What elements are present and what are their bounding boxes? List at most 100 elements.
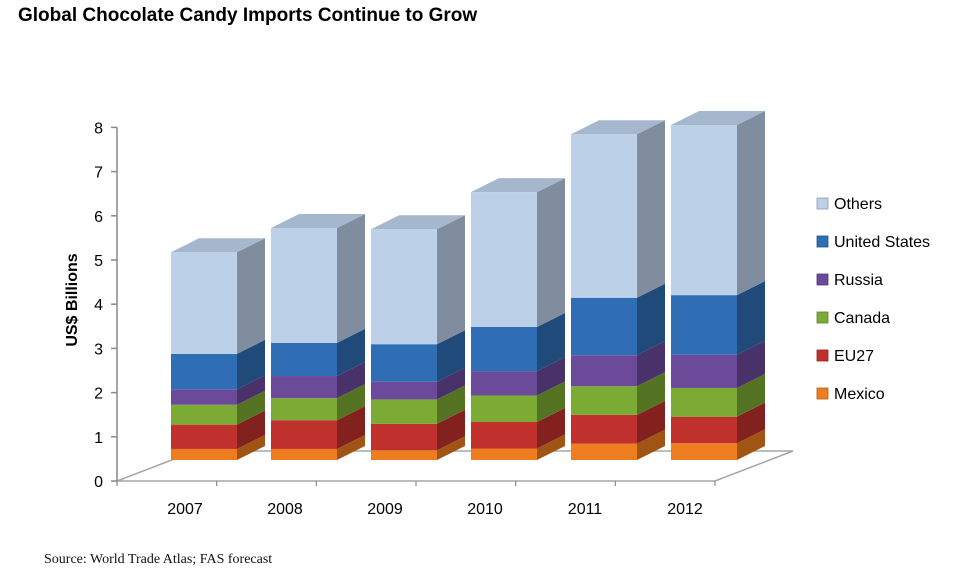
bar-segment-canada <box>571 386 637 415</box>
bar-top-face <box>571 120 665 135</box>
bar-segment-side <box>637 429 665 460</box>
bar-segment-mexico <box>571 443 637 460</box>
y-tick-label: 4 <box>94 297 103 314</box>
bar-segment-side <box>637 120 665 298</box>
bar-2009 <box>371 215 465 460</box>
bar-segment-side <box>737 373 765 417</box>
x-tick-label: 2009 <box>367 501 403 518</box>
bar-segment-side <box>637 400 665 444</box>
bar-segment-canada <box>271 398 337 421</box>
bar-segment-eu27 <box>371 423 437 451</box>
bar-segment-mexico <box>471 448 537 460</box>
bar-segment-canada <box>671 387 737 417</box>
bar-segment-eu27 <box>271 420 337 449</box>
bar-segment-side <box>337 406 365 449</box>
legend-swatch <box>816 235 829 248</box>
bar-segment-united-states <box>671 295 737 355</box>
bar-segment-side <box>337 384 365 421</box>
bar-2010 <box>471 178 565 460</box>
legend-label: Others <box>834 196 882 213</box>
source-note: Source: World Trade Atlas; FAS forecast <box>44 552 273 567</box>
bar-segment-united-states <box>571 297 637 356</box>
bar-segment-side <box>537 381 565 422</box>
bar-segment-side <box>237 390 265 425</box>
bar-segment-others <box>271 227 337 343</box>
bar-segment-side <box>337 434 365 460</box>
y-tick-label: 2 <box>94 386 103 403</box>
legend-label: Canada <box>834 310 890 327</box>
bar-segment-side <box>437 385 465 424</box>
bar-segment-side <box>537 357 565 396</box>
y-tick-label: 8 <box>94 120 103 137</box>
bar-segment-eu27 <box>171 424 237 449</box>
x-tick-label: 2007 <box>167 501 203 518</box>
bar-segment-others <box>371 229 437 345</box>
bar-segment-side <box>637 341 665 387</box>
chart-title: Global Chocolate Candy Imports Continue … <box>18 5 478 26</box>
bar-segment-side <box>237 375 265 405</box>
y-tick-label: 3 <box>94 341 103 358</box>
bar-segment-side <box>737 110 765 296</box>
legend-label: United States <box>834 234 930 251</box>
y-tick-label: 7 <box>94 165 103 182</box>
legend: Others United States Russia Canada EU27 Mexic… <box>816 196 930 403</box>
bar-segment-canada <box>471 395 537 422</box>
bar-segment-canada <box>171 404 237 425</box>
bar-segment-russia <box>271 376 337 399</box>
y-tick-label: 1 <box>94 430 103 447</box>
bar-segment-side <box>237 339 265 390</box>
bar-segment-russia <box>371 381 437 400</box>
legend-swatch <box>816 387 829 400</box>
y-axis-label: US$ Billions <box>64 253 81 346</box>
bar-segment-united-states <box>371 344 437 382</box>
bar-segment-eu27 <box>471 421 537 449</box>
bar-segment-others <box>671 124 737 296</box>
bar-segment-side <box>537 407 565 449</box>
bar-segment-side <box>637 283 665 356</box>
bar-segment-russia <box>671 354 737 388</box>
bar-segment-russia <box>171 389 237 405</box>
legend-swatch <box>816 311 829 324</box>
bar-segment-eu27 <box>671 416 737 444</box>
bar-top-face <box>671 110 765 125</box>
bar-segment-united-states <box>171 353 237 390</box>
bar-segment-side <box>337 213 365 343</box>
legend-label: EU27 <box>834 348 874 365</box>
bar-2012 <box>671 110 765 460</box>
bar-segment-side <box>537 312 565 372</box>
bar-segment-mexico <box>671 443 737 460</box>
legend-label: Russia <box>834 272 883 289</box>
bar-segment-side <box>537 178 565 327</box>
bar-top-face <box>271 213 365 228</box>
legend-label: Mexico <box>834 386 885 403</box>
bar-segment-side <box>637 372 665 415</box>
bar-segment-russia <box>471 371 537 396</box>
bar-top-face <box>171 238 265 253</box>
bar-top-face <box>371 215 465 230</box>
bar-segment-canada <box>371 399 437 424</box>
x-tick-label: 2008 <box>267 501 303 518</box>
bar-segment-others <box>571 134 637 298</box>
x-tick-label: 2011 <box>568 501 603 518</box>
bar-segment-side <box>337 328 365 377</box>
bar-segment-mexico <box>171 448 237 460</box>
x-tick-label: 2012 <box>667 501 703 518</box>
bar-segment-others <box>171 252 237 354</box>
y-tick-label: 5 <box>94 253 103 270</box>
bar-segment-united-states <box>471 326 537 372</box>
legend-swatch <box>816 349 829 362</box>
bar-segment-mexico <box>371 450 437 460</box>
bar-top-face <box>471 178 565 193</box>
x-tick-label: 2010 <box>467 501 503 518</box>
bar-segment-russia <box>571 355 637 387</box>
bar-segment-side <box>237 434 265 460</box>
bar-segment-side <box>437 409 465 451</box>
bar-segment-side <box>537 434 565 460</box>
bar-segment-side <box>337 362 365 399</box>
legend-swatch <box>816 197 829 210</box>
bar-2008 <box>271 213 365 460</box>
bar-segment-side <box>737 429 765 460</box>
bar-2007 <box>171 238 265 460</box>
bar-segment-side <box>437 436 465 460</box>
